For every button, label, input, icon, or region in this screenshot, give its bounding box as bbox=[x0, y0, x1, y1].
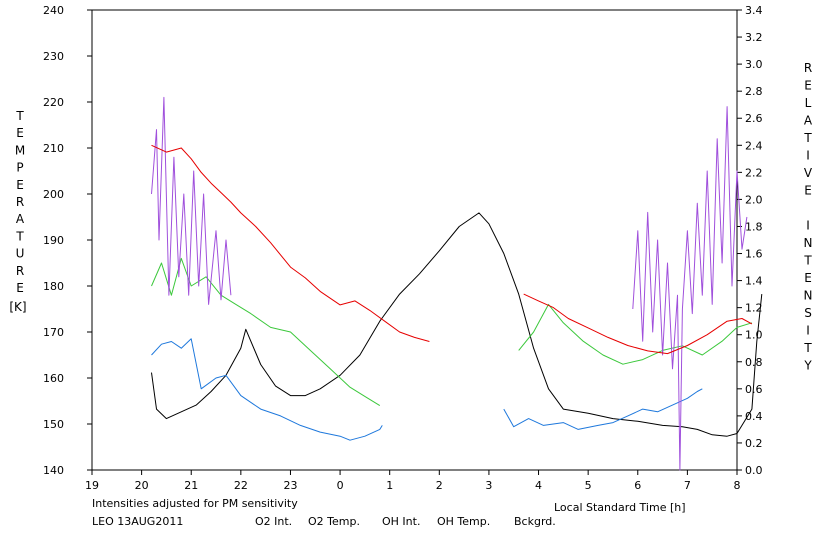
series-line-oh-temp bbox=[151, 257, 381, 407]
y-right-label-letter: L bbox=[805, 96, 812, 110]
y-left-label-letter: T bbox=[15, 109, 24, 123]
x-tick-label: 19 bbox=[85, 479, 99, 492]
x-tick-label: 4 bbox=[535, 479, 542, 492]
y-left-tick-label: 230 bbox=[43, 50, 64, 63]
x-tick-label: 6 bbox=[634, 479, 641, 492]
y-right-label-letter: T bbox=[803, 254, 812, 268]
y-right-label-letter: V bbox=[804, 166, 813, 180]
series-line-oh-temp bbox=[518, 303, 753, 365]
y-left-tick-label: 160 bbox=[43, 372, 64, 385]
y-right-tick-label: 0.0 bbox=[745, 464, 763, 477]
series-line-oh-int bbox=[151, 144, 430, 342]
x-tick-label: 22 bbox=[234, 479, 248, 492]
x-tick-label: 21 bbox=[184, 479, 198, 492]
series-line-bckgrd bbox=[151, 212, 763, 437]
x-axis-ticks: 19 20 21 22 23 0 1 2 3 4 5 6 7 8 bbox=[85, 470, 741, 492]
y-left-tick-label: 240 bbox=[43, 4, 64, 17]
series-line-o2-temp bbox=[151, 96, 232, 305]
y-right-label-letter: N bbox=[804, 289, 813, 303]
y-left-tick-label: 170 bbox=[43, 326, 64, 339]
y-right-tick-label: 1.8 bbox=[745, 220, 763, 233]
y-right-label-letter: E bbox=[804, 271, 812, 285]
legend-entry: O2 Int. bbox=[255, 515, 292, 528]
y-left-axis-unit: [K] bbox=[9, 300, 26, 314]
y-right-tick-label: 3.4 bbox=[745, 4, 763, 17]
y-right-tick-label: 2.0 bbox=[745, 193, 763, 206]
legend-entry: Bckgrd. bbox=[514, 515, 556, 528]
y-right-label-letter: S bbox=[804, 306, 812, 320]
y-left-tick-label: 210 bbox=[43, 142, 64, 155]
y-right-label-letter: N bbox=[804, 236, 813, 250]
y-left-tick-label: 220 bbox=[43, 96, 64, 109]
x-tick-label: 23 bbox=[283, 479, 297, 492]
series-line-o2-int bbox=[503, 388, 703, 430]
y-right-tick-label: 3.0 bbox=[745, 58, 763, 71]
y-right-label-letter: I bbox=[806, 149, 810, 163]
note-text: Intensities adjusted for PM sensitivity bbox=[92, 497, 298, 510]
y-right-label-letter: A bbox=[804, 114, 813, 128]
y-left-tick-label: 150 bbox=[43, 418, 64, 431]
y-right-tick-label: 3.2 bbox=[745, 31, 763, 44]
y-right-label-letter: I bbox=[806, 324, 810, 338]
legend-entry: OH Int. bbox=[382, 515, 420, 528]
y-left-label-letter: E bbox=[16, 178, 24, 192]
x-tick-label: 2 bbox=[436, 479, 443, 492]
y-left-label-letter: P bbox=[16, 161, 23, 175]
y-right-label-letter: Y bbox=[803, 359, 812, 373]
y-right-label-letter: E bbox=[804, 184, 812, 198]
legend-entry: O2 Temp. bbox=[308, 515, 360, 528]
y-left-axis-ticks: 140 150 160 170 180 190 200 210 220 230 240 bbox=[43, 4, 92, 477]
series-line-o2-temp bbox=[632, 106, 748, 471]
y-left-label-letter: U bbox=[16, 247, 25, 261]
y-left-label-letter: A bbox=[16, 212, 25, 226]
y-left-label-letter: R bbox=[16, 195, 24, 209]
x-tick-label: 0 bbox=[337, 479, 344, 492]
y-right-tick-label: 2.8 bbox=[745, 85, 763, 98]
plot-frame bbox=[91, 9, 738, 471]
y-left-tick-label: 200 bbox=[43, 188, 64, 201]
y-right-tick-label: 1.2 bbox=[745, 302, 763, 315]
x-tick-label: 3 bbox=[485, 479, 492, 492]
y-right-label-letter: T bbox=[803, 341, 812, 355]
series-layer bbox=[151, 96, 763, 471]
y-right-tick-label: 0.8 bbox=[745, 356, 763, 369]
y-left-tick-label: 180 bbox=[43, 280, 64, 293]
y-right-label-letter: E bbox=[804, 79, 812, 93]
station-label: LEO 13AUG2011 bbox=[92, 515, 183, 528]
y-left-tick-label: 190 bbox=[43, 234, 64, 247]
y-right-label-letter: I bbox=[806, 219, 810, 233]
y-right-tick-label: 1.4 bbox=[745, 275, 763, 288]
y-left-label-letter: R bbox=[16, 264, 24, 278]
y-right-tick-label: 1.0 bbox=[745, 329, 763, 342]
series-line-oh-int bbox=[523, 293, 753, 355]
x-tick-label: 7 bbox=[684, 479, 691, 492]
legend: O2 Int. O2 Temp. OH Int. OH Temp. Bckgrd. bbox=[255, 515, 556, 528]
y-left-tick-label: 140 bbox=[43, 464, 64, 477]
x-tick-label: 20 bbox=[135, 479, 149, 492]
y-right-label-letter: R bbox=[804, 61, 812, 75]
x-axis-label: Local Standard Time [h] bbox=[554, 501, 686, 514]
y-right-tick-label: 1.6 bbox=[745, 248, 763, 261]
y-left-label-letter: E bbox=[16, 281, 24, 295]
y-right-tick-label: 2.2 bbox=[745, 166, 763, 179]
y-right-tick-label: 2.4 bbox=[745, 139, 763, 152]
y-left-label-letter: T bbox=[15, 229, 24, 243]
y-left-label-letter: M bbox=[15, 143, 25, 157]
y-right-axis-ticks: 0.00.20.40.60.81.01.21.41.61.82.02.22.42… bbox=[737, 4, 763, 477]
series-line-o2-int bbox=[151, 338, 383, 441]
y-left-label-letter: E bbox=[16, 126, 24, 140]
legend-entry: OH Temp. bbox=[437, 515, 490, 528]
y-right-label-letter: T bbox=[803, 131, 812, 145]
y-right-tick-label: 2.6 bbox=[745, 112, 763, 125]
x-tick-label: 1 bbox=[386, 479, 393, 492]
y-right-tick-label: 0.2 bbox=[745, 437, 763, 450]
x-tick-label: 8 bbox=[734, 479, 741, 492]
x-tick-label: 5 bbox=[585, 479, 592, 492]
